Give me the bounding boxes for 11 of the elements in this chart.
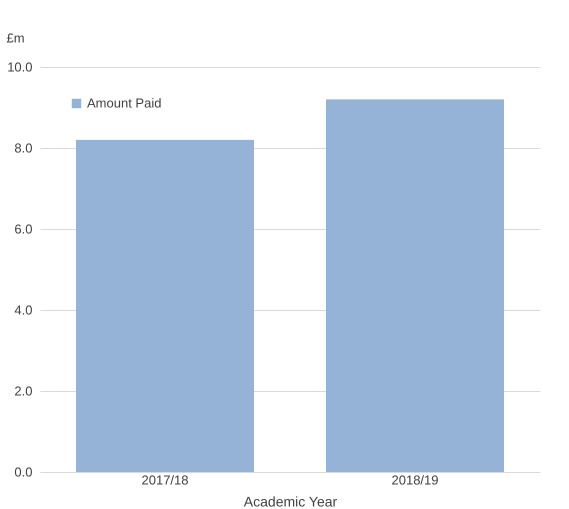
y-tick-label: 4.0 [14, 302, 32, 318]
y-tick-label: 10.0 [7, 60, 32, 74]
x-tick-label: 2017/18 [142, 472, 188, 488]
y-tick-label: 2.0 [14, 384, 32, 398]
y-tick-label: 6.0 [14, 222, 32, 236]
y-axis-title: £m [6, 30, 25, 46]
x-tick-label: 2018/19 [392, 472, 438, 488]
legend-label: Amount Paid [87, 96, 162, 110]
y-tick-label: 0.0 [14, 464, 32, 480]
x-axis-title: Academic Year [244, 494, 338, 509]
y-tick-label: 8.0 [14, 140, 32, 156]
